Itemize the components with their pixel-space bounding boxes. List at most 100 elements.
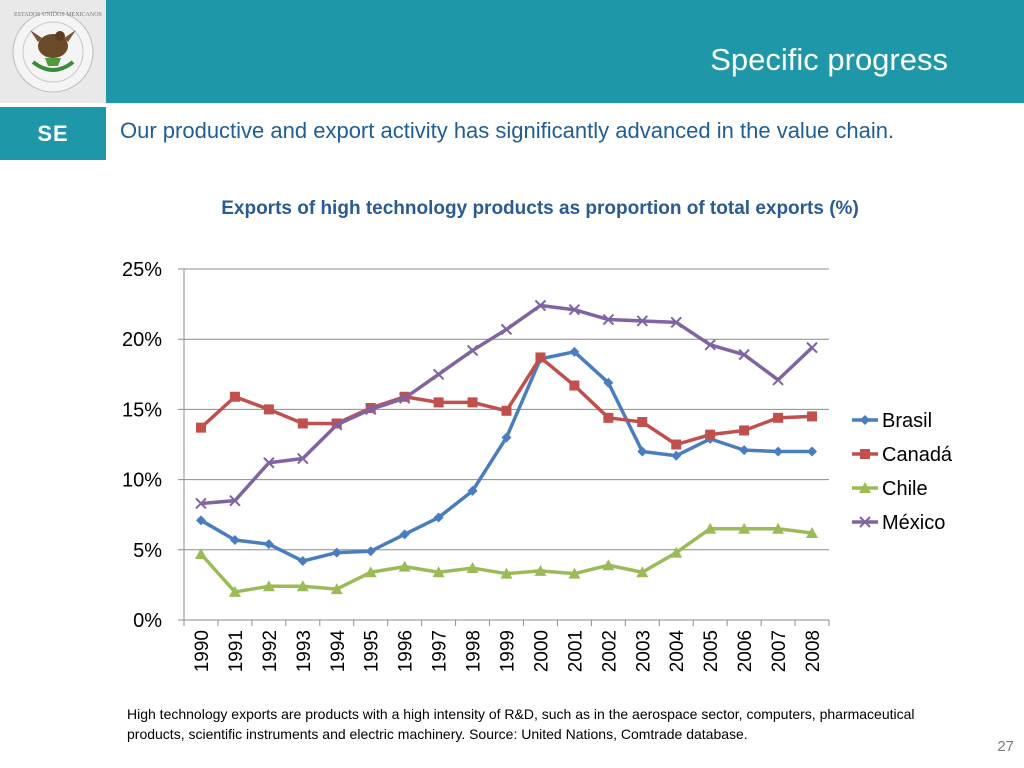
x-tick-label: 1992: [260, 630, 281, 672]
data-point-brasil: [263, 539, 274, 550]
data-point-canada: [535, 352, 546, 363]
data-point-mexico: [365, 403, 377, 416]
data-point-mexico: [195, 497, 207, 510]
x-tick-label: 1991: [226, 630, 247, 672]
series-line-mexico: [200, 303, 814, 506]
y-tick-label: 25%: [122, 259, 162, 281]
data-point-mexico: [806, 341, 818, 354]
data-point-chile: [364, 566, 377, 578]
data-point-chile: [704, 522, 717, 534]
data-point-mexico: [704, 339, 716, 351]
legend-label-brasil: Brasil: [882, 410, 932, 432]
chart-title: Exports of high technology products as p…: [221, 198, 859, 219]
data-point-mexico: [263, 457, 275, 469]
x-tick-label: 2002: [599, 630, 620, 672]
data-point-canada: [637, 417, 648, 428]
data-point-brasil: [365, 546, 376, 557]
x-tick-label: 1993: [294, 630, 315, 672]
data-point-mexico: [636, 315, 648, 327]
y-tick-label: 5%: [133, 540, 162, 562]
data-point-chile: [602, 559, 615, 571]
x-tick-label: 2006: [735, 630, 756, 672]
data-point-canada: [297, 418, 308, 429]
data-point-chile: [670, 546, 683, 558]
x-tick-label: 2004: [667, 630, 688, 673]
x-tick-label: 1998: [464, 630, 485, 672]
data-point-brasil: [229, 534, 240, 545]
data-point-chile: [772, 522, 785, 534]
x-tick-label: 2008: [803, 630, 824, 672]
data-point-mexico: [772, 374, 784, 386]
data-point-canada: [263, 404, 274, 415]
data-point-brasil: [331, 547, 342, 558]
data-point-brasil: [433, 512, 444, 523]
data-point-canada: [433, 397, 444, 408]
data-point-chile: [330, 583, 343, 595]
data-point-canada: [705, 429, 716, 440]
data-point-canada: [195, 422, 206, 433]
data-point-chile: [738, 522, 751, 534]
data-point-mexico: [602, 313, 615, 326]
y-tick-label: 10%: [122, 470, 162, 492]
data-point-chile: [432, 566, 445, 578]
legend-marker-mexico: [859, 516, 871, 528]
legend-label-canada: Canadá: [882, 444, 953, 466]
data-point-mexico: [670, 316, 682, 329]
x-tick-label: 1994: [328, 630, 349, 673]
data-point-brasil: [603, 377, 614, 388]
data-point-canada: [229, 391, 240, 402]
footnote: High technology exports are products wit…: [127, 706, 915, 742]
header-band: [106, 0, 1024, 103]
data-point-mexico: [398, 392, 411, 404]
data-point-chile: [500, 567, 513, 579]
x-tick-label: 1995: [362, 630, 383, 672]
mexican-coat-of-arms-seal-icon: ESTADOS UNIDOS MEXICANOS: [12, 11, 102, 93]
page-title: Specific progress: [710, 42, 948, 77]
data-point-canada: [467, 397, 478, 408]
data-point-brasil: [637, 446, 648, 457]
x-tick-label: 2001: [565, 630, 586, 672]
data-point-chile: [636, 566, 649, 578]
data-point-chile: [466, 562, 479, 574]
data-point-mexico: [331, 419, 343, 431]
legend-marker-chile: [859, 482, 871, 493]
data-point-brasil: [569, 346, 580, 357]
data-point-brasil: [773, 446, 784, 457]
data-point-canada: [569, 380, 580, 391]
slide-subtitle: Our productive and export activity has s…: [120, 118, 895, 143]
logo-text: ESTADOS UNIDOS MEXICANOS: [14, 12, 102, 18]
y-tick-label: 20%: [122, 329, 162, 351]
data-point-mexico: [229, 494, 241, 507]
data-point-brasil: [467, 485, 478, 496]
data-point-mexico: [738, 348, 750, 361]
x-tick-label: 1990: [192, 630, 213, 672]
data-point-chile: [194, 548, 207, 560]
data-point-chile: [568, 567, 581, 579]
data-point-canada: [773, 412, 784, 423]
data-point-mexico: [297, 452, 309, 465]
legend-marker-brasil: [860, 415, 870, 425]
data-point-brasil: [399, 529, 410, 540]
data-point-chile: [228, 585, 241, 597]
logo-box: ESTADOS UNIDOS MEXICANOS: [0, 0, 106, 103]
x-tick-label: 2007: [769, 630, 790, 672]
data-point-canada: [807, 411, 818, 422]
y-tick-label: 15%: [122, 399, 162, 421]
page-number: 27: [997, 738, 1014, 755]
legend-label-mexico: México: [882, 512, 945, 534]
data-point-mexico: [466, 344, 479, 357]
series-line-canada: [199, 355, 813, 447]
data-point-mexico: [568, 304, 581, 316]
data-point-chile: [398, 560, 411, 572]
data-point-chile: [262, 580, 275, 592]
data-point-brasil: [195, 515, 206, 526]
x-tick-label: 1997: [430, 630, 451, 672]
data-point-mexico: [432, 368, 445, 381]
agency-badge: SE: [0, 107, 106, 160]
x-tick-label: 2003: [633, 630, 654, 672]
legend-label-chile: Chile: [882, 478, 928, 500]
legend-marker-canada: [860, 449, 870, 459]
data-point-brasil: [671, 450, 682, 461]
data-point-canada: [501, 405, 512, 416]
data-point-mexico: [500, 323, 513, 336]
